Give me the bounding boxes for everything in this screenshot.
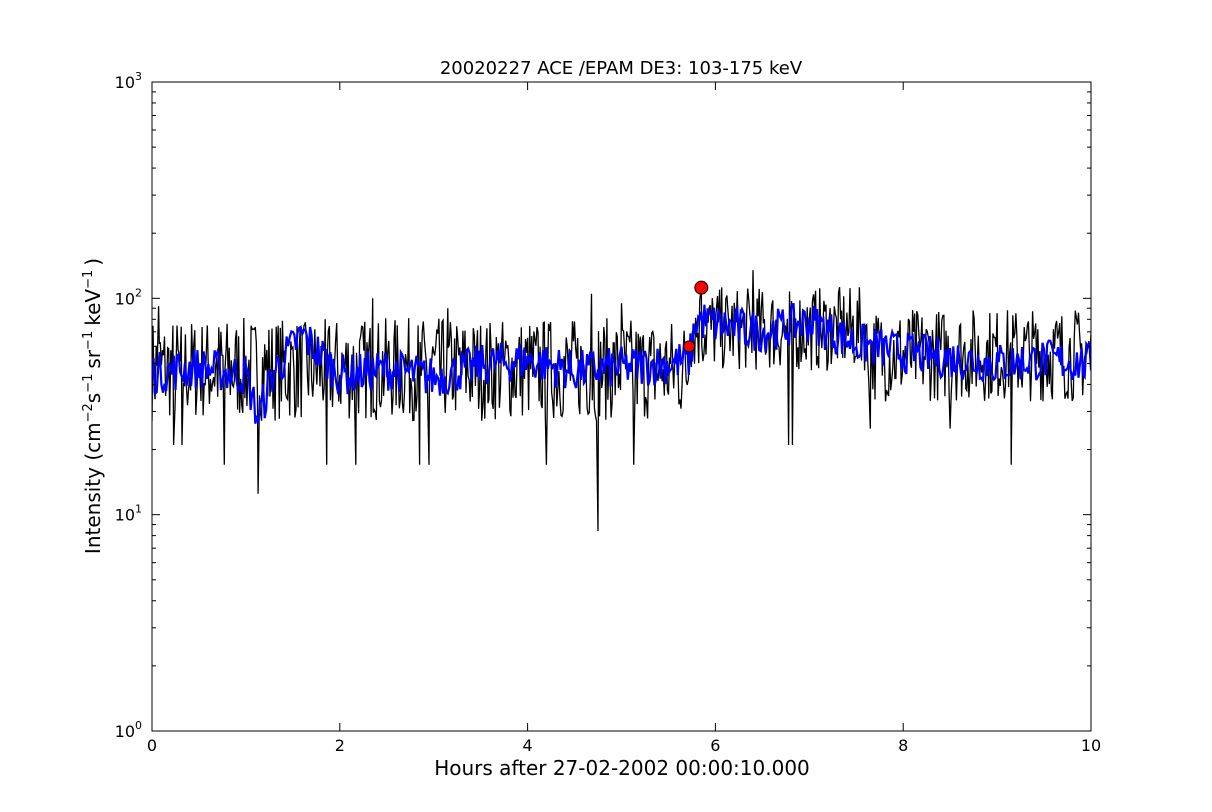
y-axis-label-sup-1: −2: [81, 403, 96, 422]
plot-frame: [151, 81, 1092, 732]
y-tick-base-0: 10: [115, 722, 135, 741]
event-marker-1: [694, 280, 709, 295]
y-axis-label-part-s: s: [81, 393, 105, 403]
series-smoothed-line: [152, 303, 1091, 424]
series-layer: [152, 270, 1091, 532]
plot-area: [151, 81, 1092, 732]
y-tick-base-2: 10: [115, 289, 135, 308]
y-axis-label-sup-3: −1: [81, 331, 96, 350]
x-axis-label: Hours after 27-02-2002 00:00:10.000: [434, 756, 810, 780]
y-axis-label-sup-2: −1: [81, 374, 96, 393]
y-axis-label-sup-4: −1: [81, 270, 96, 289]
event-marker-0: [683, 340, 696, 353]
y-axis-label-part-sr: sr: [81, 349, 105, 368]
x-tick-label-5: 10: [1081, 736, 1101, 755]
x-axis: 0 2 4 6 8 10: [147, 82, 1101, 755]
y-tick-label-0: 100: [115, 719, 142, 741]
y-tick-exp-2: 2: [135, 286, 142, 299]
y-tick-label-2: 102: [115, 286, 142, 308]
y-tick-base-3: 10: [115, 73, 135, 92]
y-axis-label: Intensity (cm−2s−1sr−1keV−1): [81, 258, 105, 554]
x-tick-label-0: 0: [147, 736, 157, 755]
x-tick-label-2: 4: [523, 736, 533, 755]
y-tick-exp-1: 1: [135, 503, 142, 516]
x-tick-label-1: 2: [335, 736, 345, 755]
y-tick-label-1: 101: [115, 503, 142, 525]
x-tick-label-4: 8: [898, 736, 908, 755]
y-tick-base-1: 10: [115, 506, 135, 525]
chart-title: 20020227 ACE /EPAM DE3: 103-175 keV: [440, 58, 803, 79]
y-tick-label-3: 103: [115, 70, 142, 92]
series-raw-line: [152, 270, 1091, 532]
y-tick-exp-3: 3: [135, 70, 142, 83]
marker-layer: [683, 280, 709, 353]
y-tick-exp-0: 0: [135, 719, 142, 732]
y-axis-label-part-kev: keV: [81, 289, 105, 326]
y-axis-label-prefix: Intensity (cm: [81, 422, 105, 554]
y-axis-label-suffix: ): [81, 258, 105, 266]
x-tick-label-3: 6: [710, 736, 720, 755]
